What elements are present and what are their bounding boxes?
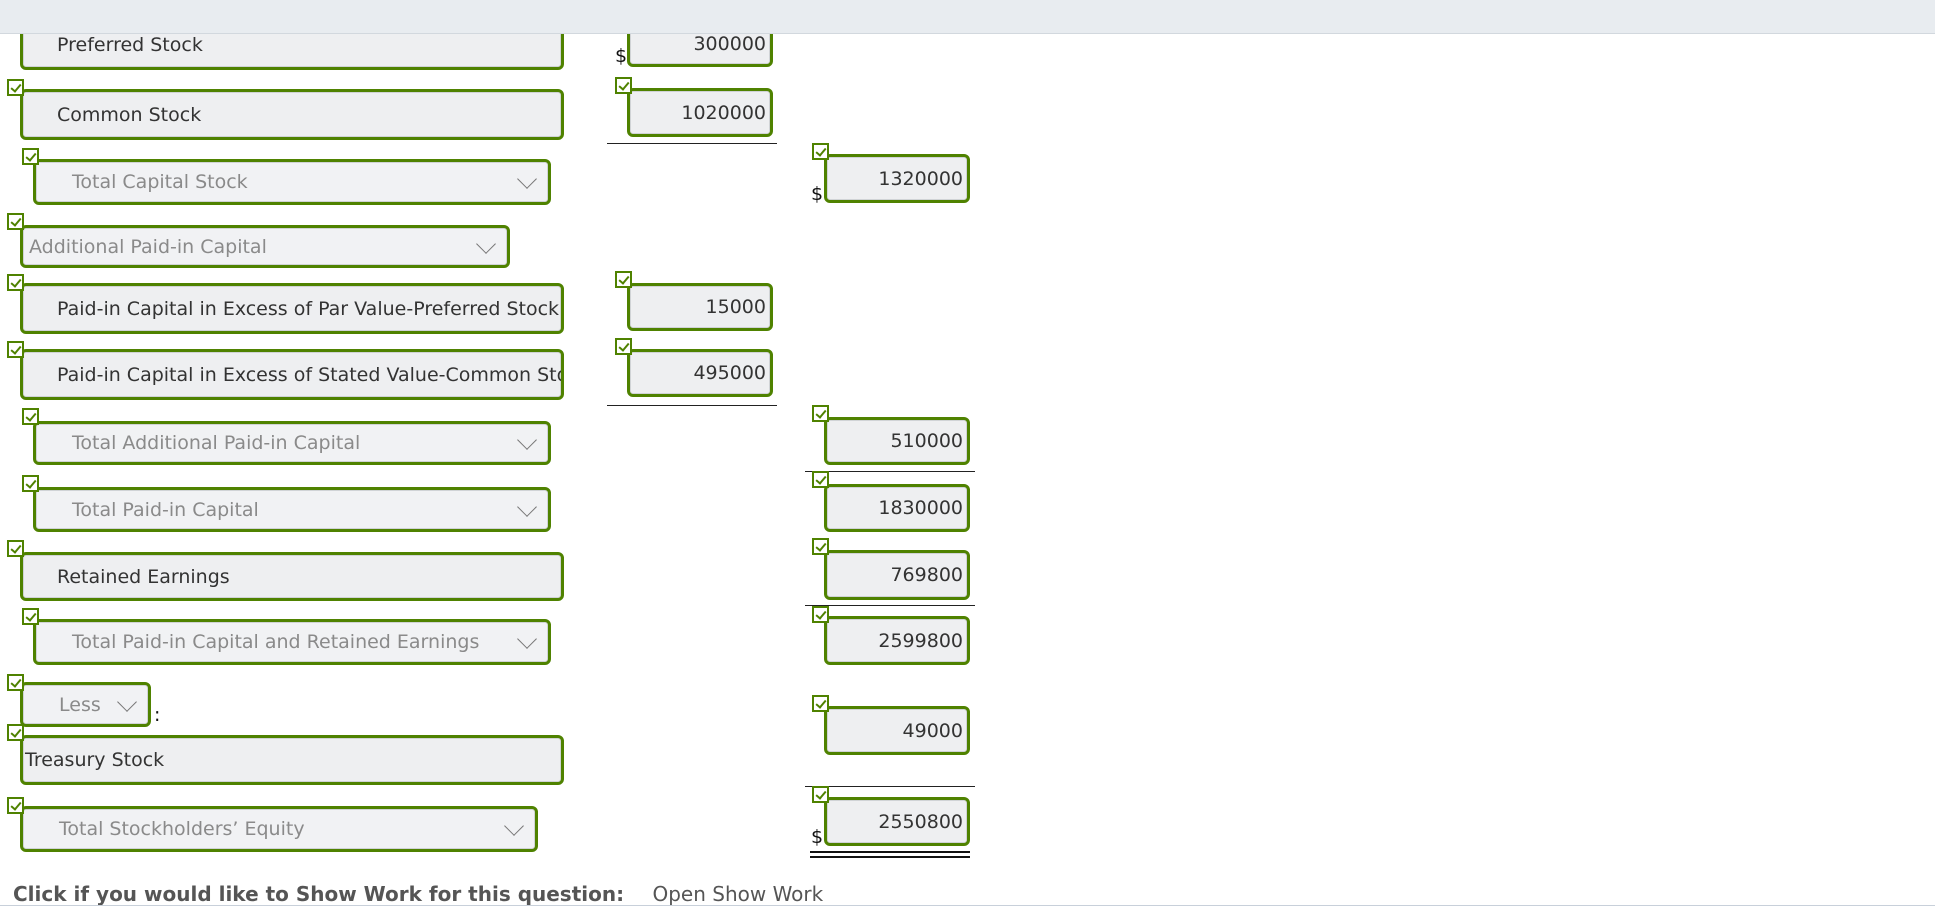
field-text: Preferred Stock	[57, 34, 203, 56]
amount-text: 1020000	[681, 101, 766, 124]
total-capital-stock-amount-input[interactable]: 1320000	[824, 154, 970, 203]
check-icon	[812, 786, 829, 803]
open-show-work-link[interactable]: Open Show Work	[652, 882, 824, 906]
treasury-stock-amount-input[interactable]: 49000	[824, 706, 970, 755]
common-stock-amount-input[interactable]: 1020000	[627, 88, 773, 137]
retained-earnings-field[interactable]: Retained Earnings	[20, 552, 564, 601]
field-text: Less	[59, 693, 101, 716]
check-icon	[22, 475, 39, 492]
check-icon	[615, 271, 632, 288]
subtotal-underline	[805, 786, 975, 787]
field-text: Total Capital Stock	[72, 171, 248, 193]
dollar-sign: $	[811, 826, 824, 848]
colon-label: :	[154, 704, 161, 726]
amount-text: 769800	[890, 564, 963, 586]
total-paid-in-capital-amount-input[interactable]: 1830000	[824, 484, 970, 532]
treasury-stock-field[interactable]: Treasury Stock	[20, 735, 564, 785]
paid-in-capital-in-excess-of-par-value-preferred-stock-field[interactable]: Paid-in Capital in Excess of Par Value-P…	[20, 283, 564, 334]
check-icon	[22, 608, 39, 625]
check-icon	[812, 538, 829, 555]
check-icon	[7, 724, 24, 741]
check-icon	[7, 79, 24, 96]
additional-paid-in-capital-dropdown[interactable]: Additional Paid-in Capital	[20, 225, 510, 268]
total-paid-in-capital-and-retained-earnings-dropdown[interactable]: Total Paid-in Capital and Retained Earni…	[33, 619, 551, 665]
check-icon	[615, 338, 632, 355]
check-icon	[812, 143, 829, 160]
chevron-down-icon	[117, 691, 137, 712]
subtotal-underline	[805, 471, 975, 472]
dollar-sign: $	[615, 45, 628, 67]
check-icon	[812, 405, 829, 422]
check-icon	[22, 408, 39, 425]
total-additional-paid-in-capital-amount-input[interactable]: 510000	[824, 417, 970, 465]
field-text: Additional Paid-in Capital	[29, 235, 267, 258]
check-icon	[7, 674, 24, 691]
check-icon	[812, 606, 829, 623]
check-icon	[7, 341, 24, 358]
total-double-underline	[810, 851, 970, 858]
check-icon	[7, 797, 24, 814]
less-dropdown[interactable]: Less	[20, 682, 151, 727]
show-work-prompt: Click if you would like to Show Work for…	[13, 882, 625, 906]
field-text: Total Paid-in Capital	[72, 498, 259, 521]
amount-text: 15000	[705, 296, 766, 318]
chevron-down-icon	[476, 233, 496, 254]
chevron-down-icon	[517, 430, 537, 450]
amount-text: 1830000	[878, 497, 963, 519]
field-text: Paid-in Capital in Excess of Stated Valu…	[57, 363, 564, 386]
total-stockholders-equity-amount-input[interactable]: 2550800	[824, 797, 970, 846]
field-text: Total Stockholders’ Equity	[59, 818, 305, 840]
top-bar	[0, 0, 1935, 34]
subtotal-underline	[607, 143, 777, 144]
divider	[0, 905, 1935, 906]
total-additional-paid-in-capital-dropdown[interactable]: Total Additional Paid-in Capital	[33, 421, 551, 465]
amount-text: 510000	[890, 430, 963, 452]
check-icon	[7, 274, 24, 291]
dollar-sign: $	[811, 183, 824, 205]
field-text: Treasury Stock	[25, 749, 165, 771]
paid-in-capital-in-excess-of-par-value-preferred-stock-amount-input[interactable]: 15000	[627, 283, 773, 331]
total-paid-in-capital-dropdown[interactable]: Total Paid-in Capital	[33, 487, 551, 532]
field-text: Total Paid-in Capital and Retained Earni…	[72, 631, 480, 653]
total-stockholders-equity-dropdown[interactable]: Total Stockholders’ Equity	[20, 806, 538, 852]
amount-text: 300000	[693, 32, 766, 55]
subtotal-underline	[607, 405, 777, 406]
amount-text: 1320000	[878, 167, 963, 190]
field-text: Common Stock	[57, 103, 202, 126]
chevron-down-icon	[517, 496, 537, 517]
common-stock-field[interactable]: Common Stock	[20, 89, 564, 140]
chevron-down-icon	[517, 169, 537, 189]
total-capital-stock-dropdown[interactable]: Total Capital Stock	[33, 159, 551, 205]
show-work-footer: Click if you would like to Show Work for…	[13, 882, 823, 906]
retained-earnings-amount-input[interactable]: 769800	[824, 550, 970, 600]
check-icon	[7, 213, 24, 230]
amount-text: 495000	[693, 362, 766, 384]
subtotal-underline	[805, 605, 975, 606]
amount-text: 2599800	[878, 629, 963, 652]
chevron-down-icon	[504, 816, 524, 836]
check-icon	[812, 471, 829, 488]
field-text: Total Additional Paid-in Capital	[72, 432, 361, 454]
amount-text: 49000	[902, 719, 963, 742]
check-icon	[615, 77, 632, 94]
amount-text: 2550800	[878, 810, 963, 833]
chevron-down-icon	[517, 629, 537, 649]
paid-in-capital-in-excess-of-stated-value-common-stock-field[interactable]: Paid-in Capital in Excess of Stated Valu…	[20, 349, 564, 400]
check-icon	[812, 695, 829, 712]
field-text: Retained Earnings	[57, 565, 230, 588]
paid-in-capital-in-excess-of-stated-value-common-stock-amount-input[interactable]: 495000	[627, 349, 773, 397]
check-icon	[22, 148, 39, 165]
field-text: Paid-in Capital in Excess of Par Value-P…	[57, 297, 560, 320]
total-paid-in-capital-and-retained-earnings-amount-input[interactable]: 2599800	[824, 616, 970, 665]
check-icon	[7, 540, 24, 557]
